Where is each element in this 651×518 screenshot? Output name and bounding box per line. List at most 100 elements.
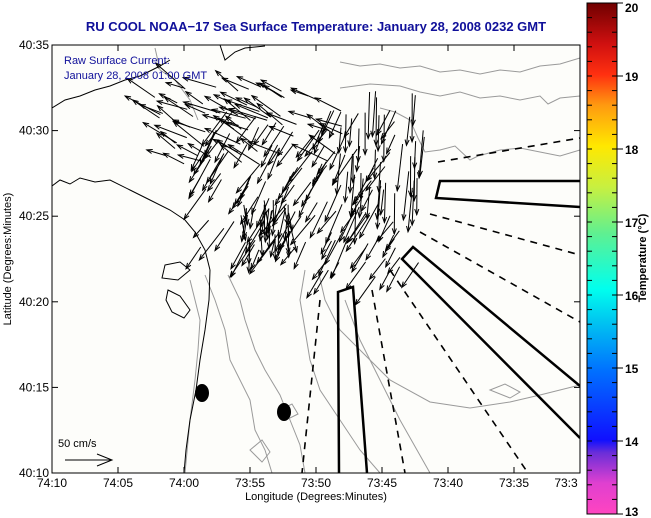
current-vector — [214, 69, 239, 92]
dashed-lane-line — [419, 231, 580, 323]
colorbar-tick-label: 20 — [625, 1, 639, 15]
current-vector — [292, 181, 312, 207]
current-vector — [316, 210, 337, 235]
coastline-top — [219, 45, 266, 61]
current-vector — [287, 110, 311, 119]
coastline-north — [52, 59, 171, 109]
current-vector — [347, 118, 353, 148]
current-vector — [235, 163, 261, 194]
current-vector — [192, 219, 210, 239]
current-vector — [309, 201, 328, 239]
buoy-marker-2[interactable] — [277, 403, 291, 421]
current-vector — [183, 188, 207, 221]
y-tick-label: 40:20 — [19, 295, 49, 309]
current-vector — [175, 144, 198, 157]
current-vector — [316, 151, 336, 176]
current-vector — [311, 145, 325, 168]
colorbar-tick-label: 13 — [625, 505, 639, 518]
current-vector — [358, 203, 379, 240]
current-vector — [376, 110, 391, 137]
current-vector — [342, 171, 349, 204]
current-vector — [354, 276, 376, 307]
current-vector — [276, 144, 294, 168]
current-vector — [206, 173, 222, 193]
current-vector — [313, 97, 342, 112]
current-vector — [370, 91, 377, 138]
current-vector — [275, 229, 281, 257]
dashed-lane-line — [437, 137, 580, 163]
scale-arrow-head — [96, 453, 114, 467]
colorbar-tick-label: 16 — [625, 289, 639, 303]
current-vector — [304, 130, 327, 158]
current-vector — [351, 243, 369, 274]
current-vector — [362, 112, 368, 157]
current-vector — [325, 204, 343, 245]
current-vector — [304, 202, 318, 223]
colorbar-tick-label: 17 — [625, 216, 639, 230]
current-vector — [250, 249, 260, 271]
chart-title: RU COOL NOAA−17 Sea Surface Temperature:… — [86, 19, 546, 34]
current-vector — [386, 266, 401, 293]
y-tick-label: 40:10 — [19, 466, 49, 480]
current-vector — [340, 212, 355, 234]
current-vector — [417, 136, 425, 178]
current-vector — [295, 135, 314, 159]
coastline-inlet — [161, 261, 191, 281]
x-tick-label: 73:45 — [367, 476, 397, 490]
current-vector — [293, 241, 307, 270]
traffic-lane-southeast — [400, 245, 580, 439]
current-vector — [260, 144, 273, 169]
current-vector — [201, 153, 225, 192]
current-vector — [223, 97, 251, 121]
current-vector — [401, 171, 410, 222]
current-vector — [336, 127, 342, 155]
current-vector — [334, 153, 341, 196]
current-vector — [311, 260, 328, 281]
current-vector — [227, 143, 260, 165]
current-vector — [156, 104, 175, 121]
x-tick-label: 73:40 — [433, 476, 463, 490]
current-vector — [262, 84, 283, 98]
current-vector — [204, 129, 217, 158]
current-vector — [352, 195, 358, 246]
inset-line-1: Raw Surface Current: — [64, 55, 170, 67]
current-vector — [123, 95, 161, 115]
scale-arrow — [65, 453, 114, 467]
current-vector — [263, 208, 270, 244]
current-vector — [153, 124, 187, 139]
current-vector — [300, 170, 324, 208]
current-vector — [184, 104, 206, 114]
current-vector — [230, 242, 246, 270]
current-vector — [346, 214, 368, 245]
current-vector — [283, 205, 290, 226]
buoy-marker-1[interactable] — [195, 384, 209, 402]
current-vector — [375, 115, 381, 153]
current-vector — [266, 231, 272, 250]
current-vector — [248, 127, 260, 152]
x-axis-label: Longitude (Degrees:Minutes) — [245, 491, 387, 503]
current-vector — [154, 62, 186, 90]
current-vector — [357, 178, 364, 219]
current-vector — [328, 111, 342, 140]
current-vector — [395, 144, 404, 193]
current-vector — [343, 206, 360, 244]
current-vector — [368, 258, 386, 281]
scale-label: 50 cm/s — [58, 438, 97, 450]
current-vector — [256, 144, 279, 185]
current-vector — [272, 234, 278, 262]
current-vector — [262, 204, 268, 237]
current-vector — [379, 270, 391, 291]
current-vector — [313, 269, 329, 296]
current-vector — [329, 262, 340, 279]
current-vector — [240, 208, 248, 243]
x-tick-label: 74:10 — [37, 476, 67, 490]
current-vector — [350, 155, 356, 184]
current-vector — [145, 149, 166, 156]
current-vector — [267, 149, 280, 181]
current-vector — [210, 108, 246, 119]
current-vector — [412, 141, 418, 170]
dashed-lane-line — [389, 269, 529, 473]
y-axis: 40:35 40:30 40:25 40:20 40:15 40:10 — [19, 38, 580, 480]
current-vector — [204, 139, 220, 160]
current-vector — [348, 174, 356, 219]
